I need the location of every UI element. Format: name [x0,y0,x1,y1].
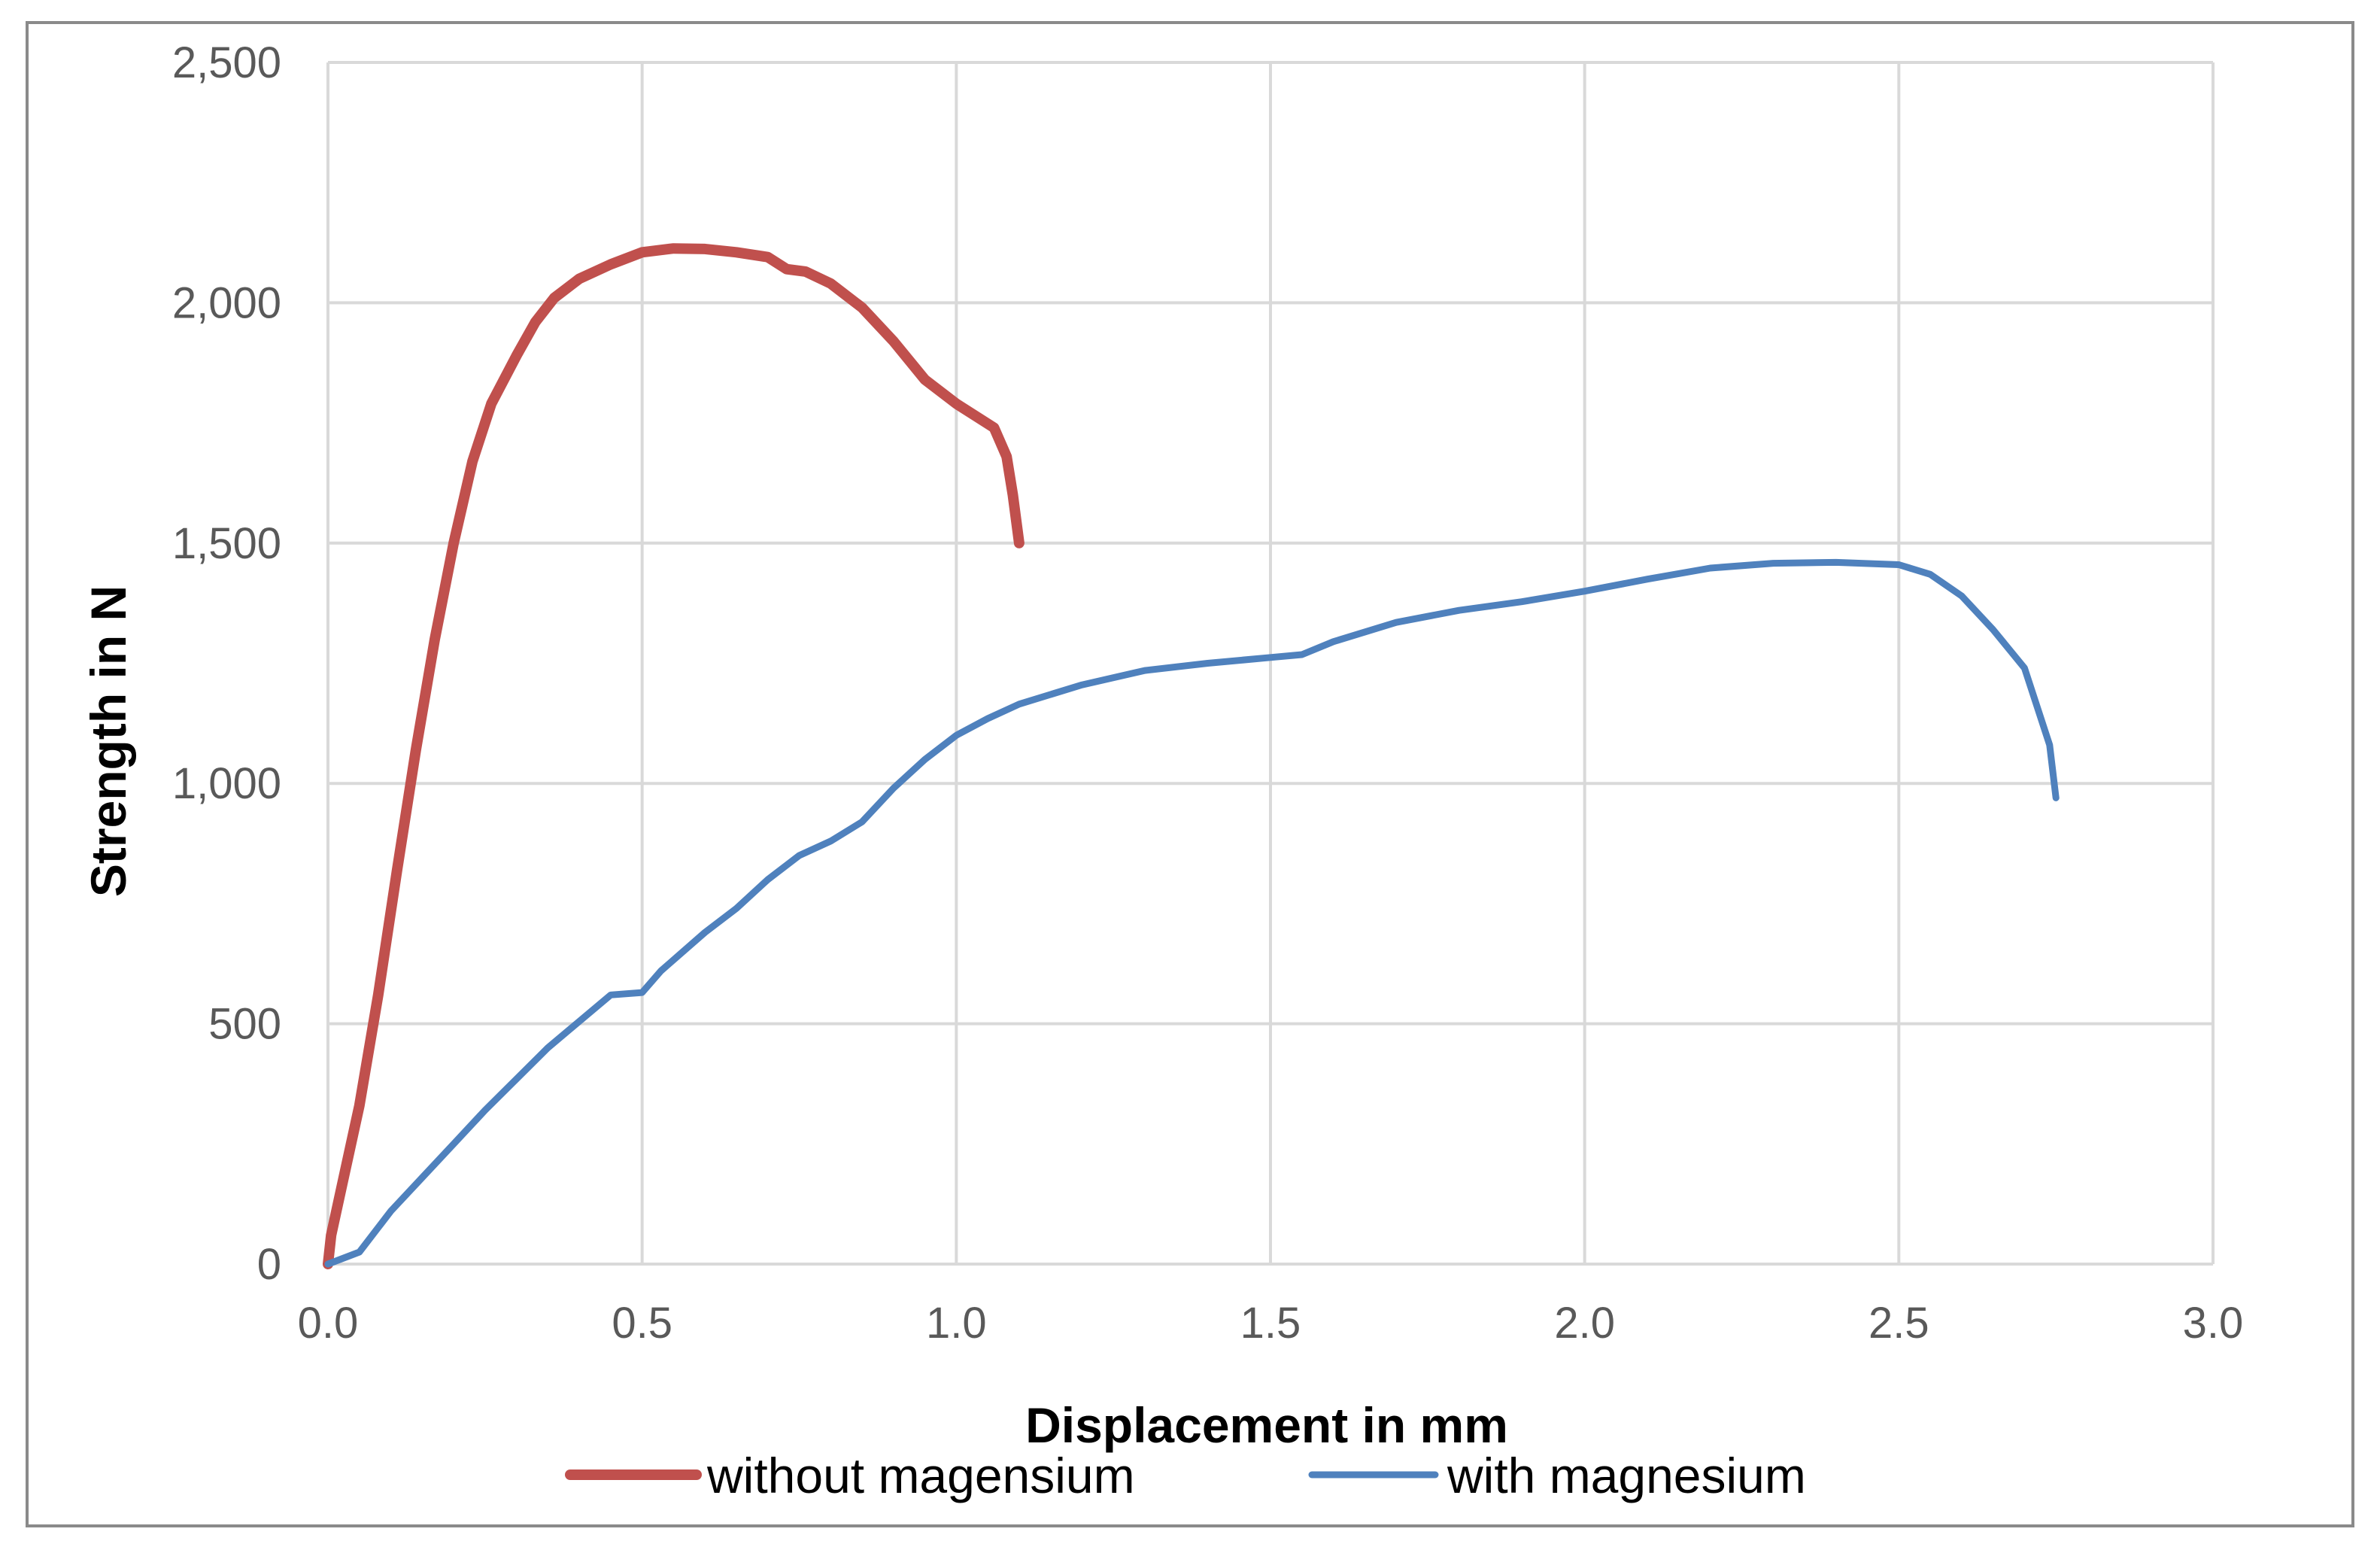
y-tick-label: 2,000 [172,278,281,327]
y-tick-label: 500 [208,1000,281,1049]
series-line-with-magnesium [324,558,2060,1268]
series-line-without-magensium [323,243,1025,1269]
x-tick-label: 0.5 [612,1299,672,1348]
x-tick-label: 3.0 [2183,1299,2244,1348]
axes [326,62,2213,1266]
gridlines [328,61,2215,1264]
tick-labels: 0 500 1,000 1,500 2,000 2,500 0.0 0.5 1.0 1.5 2.0 2… [172,38,2243,1348]
x-tick-label: 2.0 [1554,1299,1615,1348]
x-axis-title: Displacement in mm [1025,1397,1508,1453]
y-axis-title: Strength in N [80,585,136,897]
legend-label-with-magnesium: with magnesium [1447,1448,1806,1503]
series [323,243,2060,1269]
x-tick-label: 1.5 [1240,1299,1301,1348]
y-tick-label: 1,000 [172,759,281,808]
legend-label-without-magensium: without magensium [706,1448,1135,1503]
y-tick-label: 0 [257,1240,281,1289]
x-tick-label: 2.5 [1868,1299,1929,1348]
y-tick-label: 2,500 [172,38,281,87]
legend: without magensium with magnesium [565,1448,1806,1503]
x-tick-label: 0.0 [298,1299,359,1348]
x-tick-label: 1.0 [926,1299,987,1348]
y-tick-label: 1,500 [172,519,281,568]
